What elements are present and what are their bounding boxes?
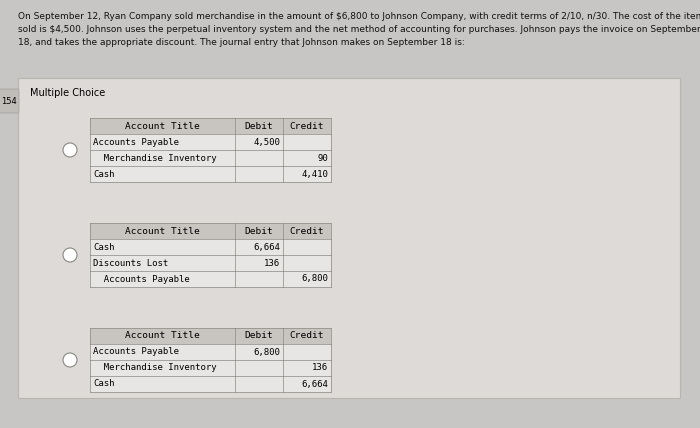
Text: 136: 136 [312,363,328,372]
Bar [90,328,331,344]
Bar [90,223,331,239]
Text: 6,800: 6,800 [301,274,328,283]
Text: 6,664: 6,664 [253,243,280,252]
Bar [90,118,331,134]
Bar [90,360,331,376]
Text: 4,500: 4,500 [253,137,280,146]
Text: 6,800: 6,800 [253,348,280,357]
Circle shape [63,248,77,262]
Bar [90,239,331,255]
Bar [90,344,331,360]
Text: 18, and takes the appropriate discount. The journal entry that Johnson makes on : 18, and takes the appropriate discount. … [18,38,465,47]
Text: 6,664: 6,664 [301,380,328,389]
Text: Cash: Cash [93,169,115,178]
Bar [90,376,331,392]
Text: Accounts Payable: Accounts Payable [93,274,190,283]
Bar [0,0,700,80]
Text: Cash: Cash [93,243,115,252]
Text: Account Title: Account Title [125,332,200,341]
Text: Multiple Choice: Multiple Choice [30,88,105,98]
Circle shape [63,353,77,367]
Bar [90,166,331,182]
Bar [90,271,331,287]
Bar [90,150,331,166]
Text: Accounts Payable: Accounts Payable [93,137,179,146]
Text: Account Title: Account Title [125,122,200,131]
FancyBboxPatch shape [0,89,19,113]
Text: Debit: Debit [244,226,274,235]
Bar [90,134,331,150]
Text: sold is $4,500. Johnson uses the perpetual inventory system and the net method o: sold is $4,500. Johnson uses the perpetu… [18,25,700,34]
Text: 90: 90 [317,154,328,163]
Text: Merchandise Inventory: Merchandise Inventory [93,154,216,163]
Text: Discounts Lost: Discounts Lost [93,259,168,268]
Text: Debit: Debit [244,122,274,131]
Text: Merchandise Inventory: Merchandise Inventory [93,363,216,372]
Bar [90,255,331,271]
Text: 136: 136 [264,259,280,268]
Text: Account Title: Account Title [125,226,200,235]
Text: Cash: Cash [93,380,115,389]
Text: 4,410: 4,410 [301,169,328,178]
Text: On September 12, Ryan Company sold merchandise in the amount of $6,800 to Johnso: On September 12, Ryan Company sold merch… [18,12,700,21]
Text: Accounts Payable: Accounts Payable [93,348,179,357]
Text: Debit: Debit [244,332,274,341]
Circle shape [63,143,77,157]
Text: 154: 154 [1,96,17,105]
Text: Credit: Credit [290,226,324,235]
Bar [18,78,680,398]
Text: Credit: Credit [290,122,324,131]
Text: Credit: Credit [290,332,324,341]
